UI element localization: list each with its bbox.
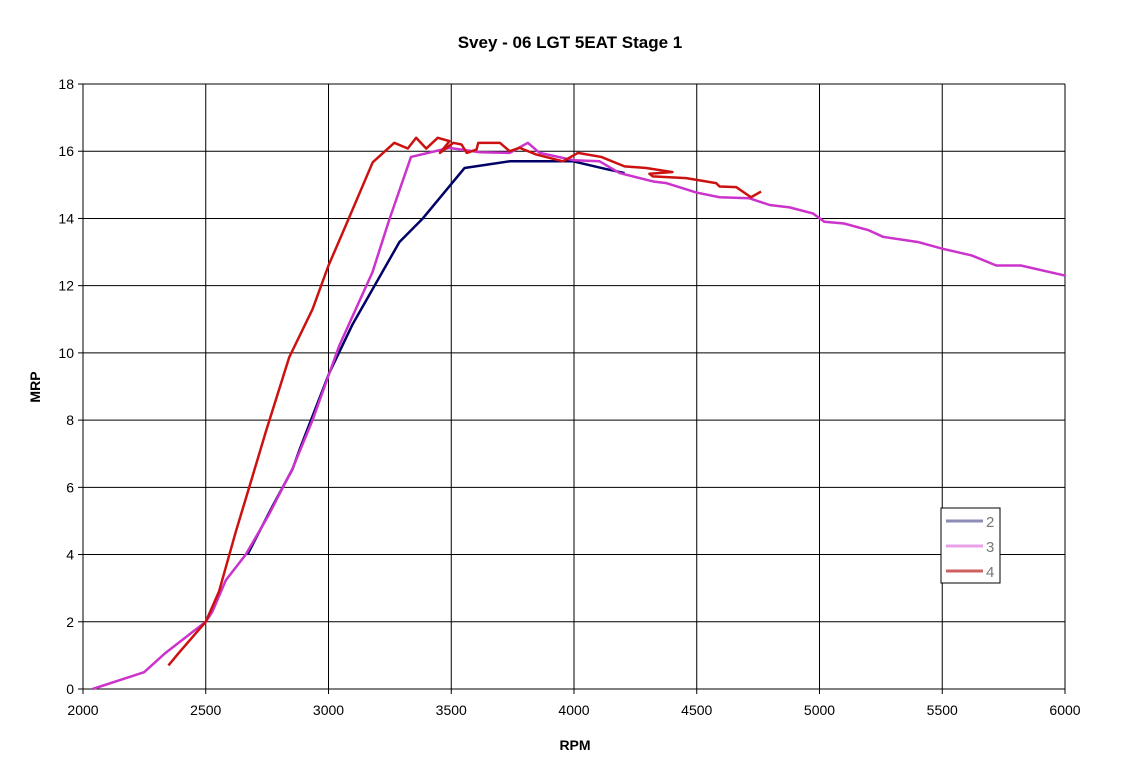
y-tick-label: 0 bbox=[66, 681, 74, 697]
x-tick-label: 4000 bbox=[558, 702, 589, 718]
grid bbox=[78, 83, 1066, 694]
y-tick-label: 6 bbox=[66, 479, 74, 495]
y-tick-label: 12 bbox=[58, 278, 74, 294]
x-tick-label: 5000 bbox=[804, 702, 835, 718]
x-tick-label: 2000 bbox=[67, 702, 98, 718]
y-tick-label: 4 bbox=[66, 547, 74, 563]
legend-label-2: 2 bbox=[986, 514, 994, 531]
x-tick-label: 5500 bbox=[927, 702, 958, 718]
y-tick-label: 10 bbox=[58, 345, 74, 361]
series-line-4 bbox=[167, 136, 762, 667]
x-tick-label: 3000 bbox=[313, 702, 344, 718]
series-line-2 bbox=[246, 160, 625, 556]
legend-label-4: 4 bbox=[986, 564, 994, 581]
y-tick-label: 8 bbox=[66, 412, 74, 428]
series-lines bbox=[92, 136, 1066, 691]
y-tick-label: 16 bbox=[58, 143, 74, 159]
legend-label-3: 3 bbox=[986, 539, 994, 556]
x-tick-label: 3500 bbox=[436, 702, 467, 718]
x-tick-label: 2500 bbox=[190, 702, 221, 718]
x-tick-labels: 2000 2500 3000 3500 4000 4500 5000 5500 6000 bbox=[67, 702, 1080, 718]
chart-title: Svey - 06 LGT 5EAT Stage 1 bbox=[458, 33, 683, 52]
y-tick-label: 18 bbox=[58, 76, 74, 92]
series-line-3 bbox=[92, 141, 1066, 691]
y-axis-label: MRP bbox=[27, 371, 43, 402]
y-tick-label: 2 bbox=[66, 614, 74, 630]
y-tick-labels: 0 2 4 6 8 10 12 14 16 18 bbox=[58, 76, 74, 697]
y-tick-label: 14 bbox=[58, 210, 74, 226]
x-tick-label: 6000 bbox=[1049, 702, 1080, 718]
legend: 2 3 4 bbox=[940, 507, 1001, 584]
x-tick-label: 4500 bbox=[681, 702, 712, 718]
x-axis-label: RPM bbox=[559, 737, 590, 753]
